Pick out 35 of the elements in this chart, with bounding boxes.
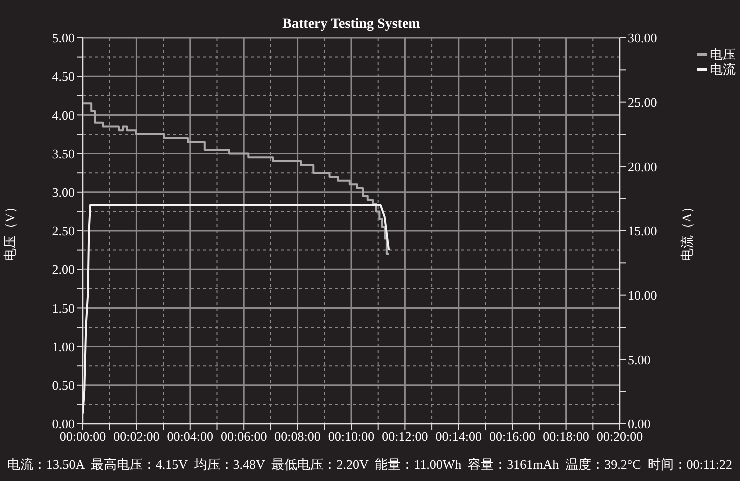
y2-tick-label: 30.00 bbox=[628, 30, 658, 46]
y-tick-label: 3.00 bbox=[52, 185, 75, 200]
y-tick-label: 0.00 bbox=[52, 416, 75, 432]
chart-title: Battery Testing System bbox=[282, 17, 422, 33]
x-tick-label: 00:16:00 bbox=[489, 429, 536, 444]
legend-label: 电压 bbox=[710, 47, 736, 62]
y2-axis-title: 电流（A） bbox=[680, 200, 695, 262]
x-tick-label: 00:06:00 bbox=[220, 429, 268, 444]
y-tick-label: 5.00 bbox=[52, 30, 75, 46]
y-tick-label: 4.50 bbox=[52, 69, 75, 84]
x-tick-label: 00:14:00 bbox=[436, 429, 482, 444]
x-tick-label: 00:12:00 bbox=[382, 429, 428, 444]
y-tick-label: 2.00 bbox=[52, 262, 75, 278]
x-tick-label: 00:18:00 bbox=[543, 429, 590, 444]
y-tick-label: 0.50 bbox=[52, 378, 75, 394]
x-tick-label: 00:00:00 bbox=[60, 429, 106, 444]
x-tick-label: 00:20:00 bbox=[596, 429, 644, 444]
x-tick-label: 00:08:00 bbox=[274, 429, 321, 444]
y-axis-title: 电压（V） bbox=[2, 200, 18, 262]
y2-tick-label: 15.00 bbox=[628, 224, 658, 239]
y2-tick-label: 0.00 bbox=[628, 416, 651, 432]
y-tick-label: 3.50 bbox=[52, 146, 75, 162]
y2-tick-label: 5.00 bbox=[628, 352, 651, 368]
y2-tick-label: 10.00 bbox=[628, 288, 658, 303]
y-tick-label: 1.50 bbox=[52, 300, 75, 316]
x-tick-label: 00:02:00 bbox=[114, 429, 160, 444]
y-tick-label: 1.00 bbox=[52, 339, 75, 354]
x-tick-label: 00:04:00 bbox=[167, 429, 214, 444]
y-tick-label: 4.00 bbox=[52, 108, 75, 123]
text: 电流：13.50A 最高电压：4.15V 均压：3.48V 最低电压：2.20V 能量：11.00Wh 容量：3161mAh 温度：39.2°C 时间：00:11:22 bbox=[6, 456, 734, 474]
y2-tick-label: 25.00 bbox=[628, 94, 658, 110]
x-tick-label: 00:10:00 bbox=[328, 429, 375, 444]
y2-tick-label: 20.00 bbox=[628, 159, 658, 174]
y-tick-label: 2.50 bbox=[52, 224, 75, 239]
legend-label: 电流 bbox=[710, 62, 736, 77]
